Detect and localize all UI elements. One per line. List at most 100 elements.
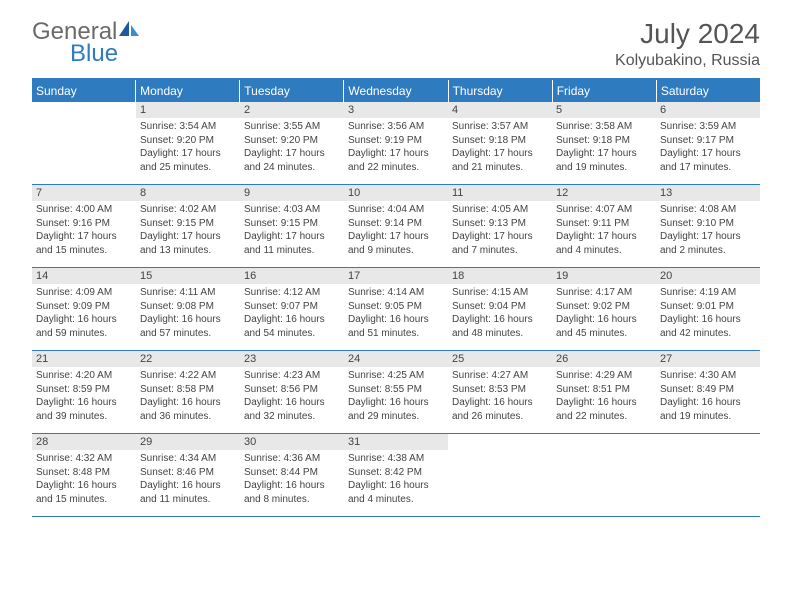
day-body: Sunrise: 4:36 AMSunset: 8:44 PMDaylight:…: [240, 450, 344, 508]
daylight-text: Daylight: 16 hours and 19 minutes.: [660, 396, 756, 423]
day-body: Sunrise: 3:58 AMSunset: 9:18 PMDaylight:…: [552, 118, 656, 176]
daylight-text: Daylight: 16 hours and 36 minutes.: [140, 396, 236, 423]
sunset-text: Sunset: 9:04 PM: [452, 300, 548, 314]
day-number: 26: [552, 351, 656, 367]
day-cell: [32, 102, 136, 184]
day-cell: 11Sunrise: 4:05 AMSunset: 9:13 PMDayligh…: [448, 185, 552, 267]
day-number: 21: [32, 351, 136, 367]
sunrise-text: Sunrise: 4:27 AM: [452, 369, 548, 383]
sunrise-text: Sunrise: 4:34 AM: [140, 452, 236, 466]
sunset-text: Sunset: 9:05 PM: [348, 300, 444, 314]
day-number: 14: [32, 268, 136, 284]
day-body: Sunrise: 4:38 AMSunset: 8:42 PMDaylight:…: [344, 450, 448, 508]
day-number: 25: [448, 351, 552, 367]
daylight-text: Daylight: 16 hours and 57 minutes.: [140, 313, 236, 340]
day-body: Sunrise: 4:34 AMSunset: 8:46 PMDaylight:…: [136, 450, 240, 508]
daylight-text: Daylight: 17 hours and 11 minutes.: [244, 230, 340, 257]
sunset-text: Sunset: 9:08 PM: [140, 300, 236, 314]
sunrise-text: Sunrise: 4:03 AM: [244, 203, 340, 217]
daylight-text: Daylight: 16 hours and 22 minutes.: [556, 396, 652, 423]
day-cell: 22Sunrise: 4:22 AMSunset: 8:58 PMDayligh…: [136, 351, 240, 433]
daylight-text: Daylight: 16 hours and 51 minutes.: [348, 313, 444, 340]
day-cell: [656, 434, 760, 516]
daylight-text: Daylight: 17 hours and 9 minutes.: [348, 230, 444, 257]
day-body: Sunrise: 4:02 AMSunset: 9:15 PMDaylight:…: [136, 201, 240, 259]
daylight-text: Daylight: 16 hours and 4 minutes.: [348, 479, 444, 506]
day-body: Sunrise: 4:03 AMSunset: 9:15 PMDaylight:…: [240, 201, 344, 259]
day-cell: 24Sunrise: 4:25 AMSunset: 8:55 PMDayligh…: [344, 351, 448, 433]
sunrise-text: Sunrise: 4:11 AM: [140, 286, 236, 300]
sunrise-text: Sunrise: 4:00 AM: [36, 203, 132, 217]
location: Kolyubakino, Russia: [615, 52, 760, 70]
day-body: Sunrise: 4:19 AMSunset: 9:01 PMDaylight:…: [656, 284, 760, 342]
brand-logo: GeneralBlue: [32, 18, 172, 68]
sunrise-text: Sunrise: 3:56 AM: [348, 120, 444, 134]
day-body: [448, 450, 552, 454]
daylight-text: Daylight: 16 hours and 11 minutes.: [140, 479, 236, 506]
day-body: [552, 450, 656, 454]
day-number: 22: [136, 351, 240, 367]
day-body: Sunrise: 4:00 AMSunset: 9:16 PMDaylight:…: [32, 201, 136, 259]
day-cell: 12Sunrise: 4:07 AMSunset: 9:11 PMDayligh…: [552, 185, 656, 267]
daylight-text: Daylight: 16 hours and 59 minutes.: [36, 313, 132, 340]
daylight-text: Daylight: 17 hours and 19 minutes.: [556, 147, 652, 174]
day-number: 7: [32, 185, 136, 201]
weekday-header: Thursday: [449, 80, 553, 102]
sunrise-text: Sunrise: 3:58 AM: [556, 120, 652, 134]
daylight-text: Daylight: 16 hours and 39 minutes.: [36, 396, 132, 423]
day-cell: 27Sunrise: 4:30 AMSunset: 8:49 PMDayligh…: [656, 351, 760, 433]
daylight-text: Daylight: 17 hours and 13 minutes.: [140, 230, 236, 257]
sunrise-text: Sunrise: 4:12 AM: [244, 286, 340, 300]
weekday-header: Monday: [136, 80, 240, 102]
day-number: 28: [32, 434, 136, 450]
day-body: Sunrise: 3:57 AMSunset: 9:18 PMDaylight:…: [448, 118, 552, 176]
week-row: 28Sunrise: 4:32 AMSunset: 8:48 PMDayligh…: [32, 434, 760, 517]
day-number: 9: [240, 185, 344, 201]
sunrise-text: Sunrise: 4:15 AM: [452, 286, 548, 300]
day-number: 27: [656, 351, 760, 367]
day-body: Sunrise: 4:17 AMSunset: 9:02 PMDaylight:…: [552, 284, 656, 342]
day-cell: 30Sunrise: 4:36 AMSunset: 8:44 PMDayligh…: [240, 434, 344, 516]
day-number: 8: [136, 185, 240, 201]
day-body: Sunrise: 4:27 AMSunset: 8:53 PMDaylight:…: [448, 367, 552, 425]
day-body: Sunrise: 4:04 AMSunset: 9:14 PMDaylight:…: [344, 201, 448, 259]
daylight-text: Daylight: 17 hours and 21 minutes.: [452, 147, 548, 174]
day-cell: 16Sunrise: 4:12 AMSunset: 9:07 PMDayligh…: [240, 268, 344, 350]
daylight-text: Daylight: 17 hours and 25 minutes.: [140, 147, 236, 174]
day-number: 1: [136, 102, 240, 118]
day-cell: 17Sunrise: 4:14 AMSunset: 9:05 PMDayligh…: [344, 268, 448, 350]
daylight-text: Daylight: 16 hours and 8 minutes.: [244, 479, 340, 506]
sunrise-text: Sunrise: 3:54 AM: [140, 120, 236, 134]
day-body: Sunrise: 4:08 AMSunset: 9:10 PMDaylight:…: [656, 201, 760, 259]
sunrise-text: Sunrise: 4:22 AM: [140, 369, 236, 383]
weekday-header-row: SundayMondayTuesdayWednesdayThursdayFrid…: [32, 80, 760, 102]
day-cell: 7Sunrise: 4:00 AMSunset: 9:16 PMDaylight…: [32, 185, 136, 267]
day-body: Sunrise: 3:54 AMSunset: 9:20 PMDaylight:…: [136, 118, 240, 176]
sunrise-text: Sunrise: 4:38 AM: [348, 452, 444, 466]
weekday-header: Friday: [553, 80, 657, 102]
sunset-text: Sunset: 9:15 PM: [244, 217, 340, 231]
title-block: July 2024 Kolyubakino, Russia: [615, 18, 760, 70]
weekday-header: Wednesday: [344, 80, 448, 102]
daylight-text: Daylight: 16 hours and 32 minutes.: [244, 396, 340, 423]
day-body: Sunrise: 4:23 AMSunset: 8:56 PMDaylight:…: [240, 367, 344, 425]
day-number: 6: [656, 102, 760, 118]
sunset-text: Sunset: 9:15 PM: [140, 217, 236, 231]
week-row: 14Sunrise: 4:09 AMSunset: 9:09 PMDayligh…: [32, 268, 760, 351]
day-cell: 23Sunrise: 4:23 AMSunset: 8:56 PMDayligh…: [240, 351, 344, 433]
sunset-text: Sunset: 9:07 PM: [244, 300, 340, 314]
day-cell: 3Sunrise: 3:56 AMSunset: 9:19 PMDaylight…: [344, 102, 448, 184]
sunset-text: Sunset: 8:44 PM: [244, 466, 340, 480]
day-cell: 1Sunrise: 3:54 AMSunset: 9:20 PMDaylight…: [136, 102, 240, 184]
daylight-text: Daylight: 17 hours and 2 minutes.: [660, 230, 756, 257]
sunset-text: Sunset: 8:49 PM: [660, 383, 756, 397]
day-cell: 25Sunrise: 4:27 AMSunset: 8:53 PMDayligh…: [448, 351, 552, 433]
daylight-text: Daylight: 17 hours and 15 minutes.: [36, 230, 132, 257]
sunrise-text: Sunrise: 4:04 AM: [348, 203, 444, 217]
day-cell: 21Sunrise: 4:20 AMSunset: 8:59 PMDayligh…: [32, 351, 136, 433]
day-cell: 10Sunrise: 4:04 AMSunset: 9:14 PMDayligh…: [344, 185, 448, 267]
daylight-text: Daylight: 16 hours and 29 minutes.: [348, 396, 444, 423]
daylight-text: Daylight: 16 hours and 42 minutes.: [660, 313, 756, 340]
daylight-text: Daylight: 16 hours and 15 minutes.: [36, 479, 132, 506]
weekday-header: Sunday: [32, 80, 136, 102]
